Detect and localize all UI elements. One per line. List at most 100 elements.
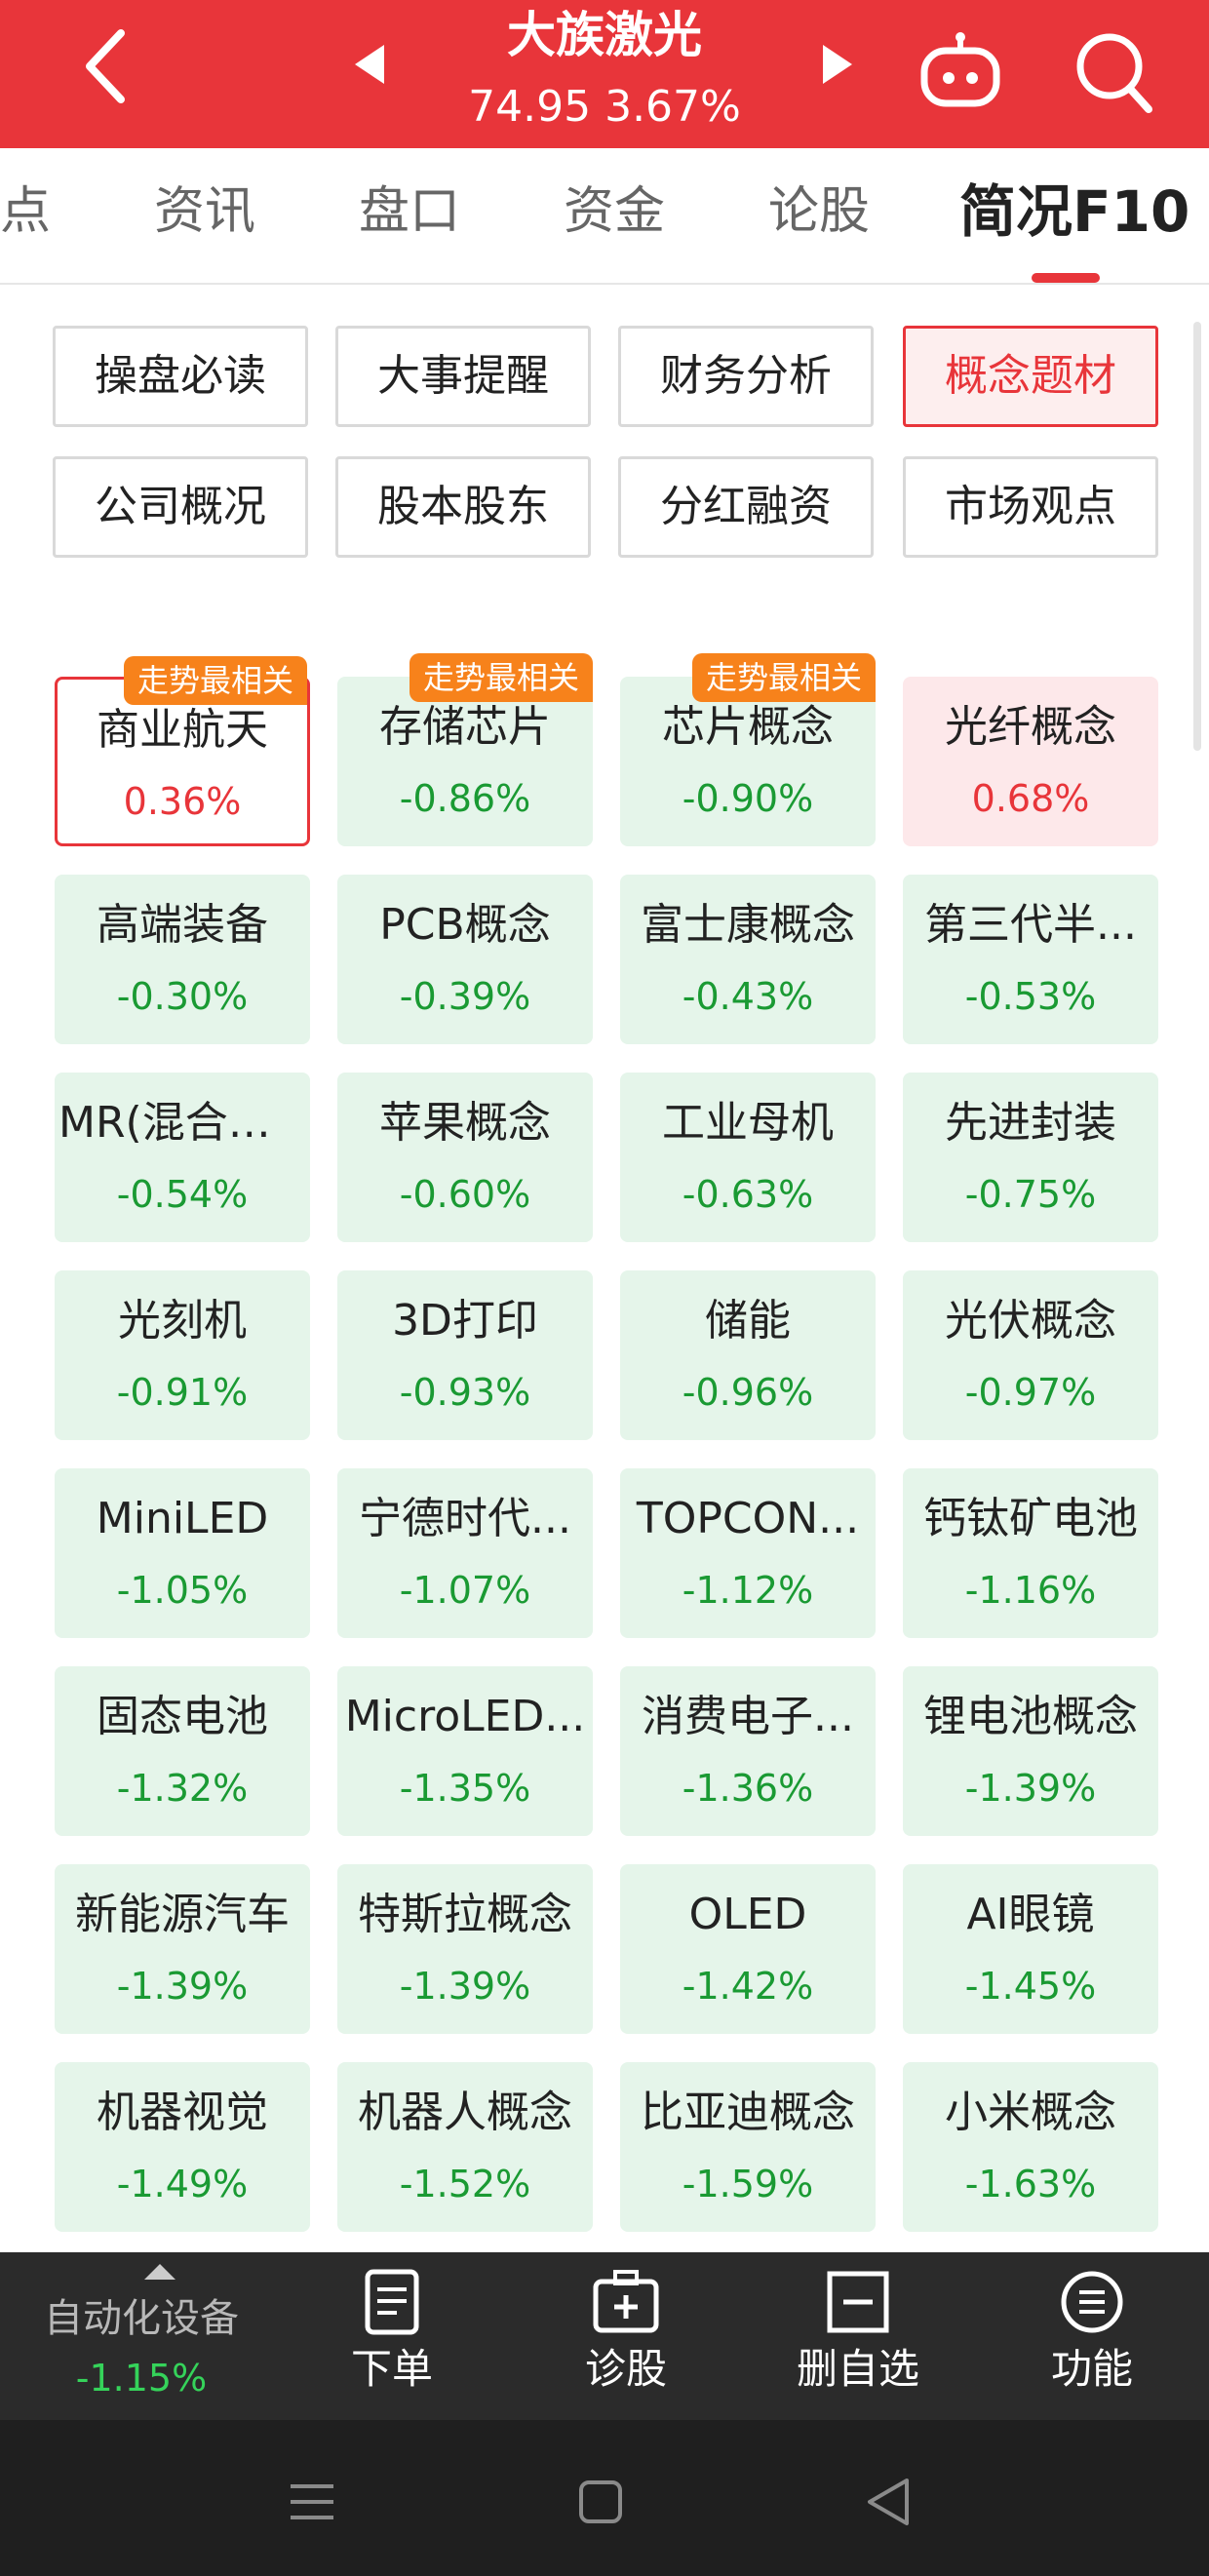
- concept-name: 光伏概念: [945, 1296, 1116, 1346]
- concept-change-pct: -1.07%: [399, 1569, 531, 1612]
- concept-card[interactable]: 苹果概念 -0.60%: [337, 1073, 593, 1242]
- tab-discussion[interactable]: 论股: [768, 182, 871, 241]
- concept-change-pct: -0.54%: [116, 1173, 249, 1216]
- concept-card[interactable]: 走势最相关 芯片概念 -0.90%: [620, 653, 876, 846]
- concept-change-pct: -0.96%: [682, 1371, 814, 1414]
- triangle-right-icon[interactable]: [821, 43, 854, 86]
- concept-card[interactable]: 第三代半... -0.53%: [903, 875, 1158, 1044]
- menu-circle-icon: [1061, 2271, 1123, 2333]
- minus-box-icon: [827, 2271, 889, 2333]
- concept-name: 锂电池概念: [923, 1692, 1138, 1741]
- concept-name: AI眼镜: [966, 1890, 1095, 1939]
- tab-f10-overview[interactable]: 简况F10: [959, 178, 1190, 245]
- concept-card[interactable]: 高端装备 -0.30%: [55, 875, 310, 1044]
- concept-change-pct: -1.36%: [682, 1767, 814, 1810]
- sub-tab-financial-analysis[interactable]: 财务分析: [618, 326, 874, 427]
- concept-change-pct: -0.93%: [399, 1371, 531, 1414]
- tab-hot-points[interactable]: 点: [0, 182, 52, 241]
- concept-card[interactable]: 光纤概念 0.68%: [903, 677, 1158, 846]
- tab-order-book[interactable]: 盘口: [359, 182, 461, 241]
- sub-tab-trading-must-read[interactable]: 操盘必读: [53, 326, 308, 427]
- stock-header: 大族激光 74.95 3.67%: [0, 0, 1209, 148]
- recent-apps-icon[interactable]: [283, 2473, 341, 2531]
- concept-card[interactable]: 3D打印 -0.93%: [337, 1270, 593, 1440]
- concept-card[interactable]: 工业母机 -0.63%: [620, 1073, 876, 1242]
- concept-name: PCB概念: [379, 900, 551, 950]
- back-triangle-icon[interactable]: [860, 2473, 918, 2531]
- concept-card[interactable]: MicroLED... -1.35%: [337, 1666, 593, 1836]
- concept-name: MicroLED...: [344, 1692, 586, 1741]
- concept-change-pct: -0.90%: [682, 777, 814, 820]
- sub-tab-concepts[interactable]: 概念题材: [903, 326, 1158, 427]
- functions-label: 功能: [1050, 2345, 1133, 2393]
- concept-change-pct: -1.16%: [964, 1569, 1097, 1612]
- concept-card[interactable]: 机器视觉 -1.49%: [55, 2062, 310, 2232]
- concept-card[interactable]: 新能源汽车 -1.39%: [55, 1864, 310, 2034]
- correlation-badge: 走势最相关: [691, 653, 876, 702]
- tab-capital[interactable]: 资金: [564, 182, 666, 241]
- concept-change-pct: -1.12%: [682, 1569, 814, 1612]
- concept-card[interactable]: 先进封装 -0.75%: [903, 1073, 1158, 1242]
- concept-card[interactable]: MR(混合现... -0.54%: [55, 1073, 310, 1242]
- concept-card[interactable]: TOPCON... -1.12%: [620, 1468, 876, 1638]
- concept-card[interactable]: 机器人概念 -1.52%: [337, 2062, 593, 2232]
- concept-name: 先进封装: [945, 1098, 1116, 1148]
- concept-card[interactable]: 富士康概念 -0.43%: [620, 875, 876, 1044]
- concept-card[interactable]: 比亚迪概念 -1.59%: [620, 2062, 876, 2232]
- concept-name: 机器人概念: [358, 2088, 572, 2137]
- concept-name: 特斯拉概念: [358, 1890, 572, 1939]
- concept-card[interactable]: 储能 -0.96%: [620, 1270, 876, 1440]
- concept-name: 工业母机: [662, 1098, 834, 1148]
- triangle-left-icon[interactable]: [353, 43, 386, 86]
- concept-card[interactable]: OLED -1.42%: [620, 1864, 876, 2034]
- concept-card[interactable]: AI眼镜 -1.45%: [903, 1864, 1158, 2034]
- concept-card[interactable]: 钙钛矿电池 -1.16%: [903, 1468, 1158, 1638]
- concept-card[interactable]: 光伏概念 -0.97%: [903, 1270, 1158, 1440]
- concept-change-pct: -1.52%: [399, 2163, 531, 2205]
- sub-tab-shareholders[interactable]: 股本股东: [335, 456, 591, 558]
- concept-name: 苹果概念: [379, 1098, 551, 1148]
- concept-card[interactable]: PCB概念 -0.39%: [337, 875, 593, 1044]
- concept-change-pct: 0.68%: [971, 777, 1090, 820]
- chevron-left-icon[interactable]: [78, 27, 136, 105]
- concept-change-pct: -0.60%: [399, 1173, 531, 1216]
- search-icon[interactable]: [1072, 27, 1154, 115]
- tab-bar: 点 资讯 盘口 资金 论股 简况F10: [0, 148, 1209, 285]
- concept-card[interactable]: MiniLED -1.05%: [55, 1468, 310, 1638]
- tab-news[interactable]: 资讯: [154, 182, 256, 241]
- concept-card[interactable]: 光刻机 -0.91%: [55, 1270, 310, 1440]
- concept-card[interactable]: 特斯拉概念 -1.39%: [337, 1864, 593, 2034]
- home-icon[interactable]: [571, 2473, 630, 2531]
- sector-index-name: 自动化设备: [44, 2296, 239, 2341]
- functions-button[interactable]: 功能: [994, 2268, 1190, 2414]
- concept-name: MiniLED: [96, 1494, 269, 1543]
- concept-change-pct: -0.63%: [682, 1173, 814, 1216]
- document-icon: [365, 2269, 419, 2335]
- sector-index[interactable]: 自动化设备 -1.15%: [20, 2252, 263, 2420]
- concept-change-pct: -0.97%: [964, 1371, 1097, 1414]
- concept-card[interactable]: 消费电子... -1.36%: [620, 1666, 876, 1836]
- concept-change-pct: -1.32%: [116, 1767, 249, 1810]
- active-tab-indicator: [1032, 273, 1100, 283]
- concept-change-pct: -1.49%: [116, 2163, 249, 2205]
- scrollbar[interactable]: [1193, 322, 1201, 751]
- concept-change-pct: -1.39%: [399, 1965, 531, 2008]
- concept-card[interactable]: 走势最相关 商业航天 0.36%: [55, 656, 310, 846]
- concept-card[interactable]: 固态电池 -1.32%: [55, 1666, 310, 1836]
- concept-card[interactable]: 走势最相关 存储芯片 -0.86%: [337, 653, 593, 846]
- concept-name: 钙钛矿电池: [923, 1494, 1138, 1543]
- concept-name: 芯片概念: [662, 702, 834, 752]
- robot-icon[interactable]: [916, 29, 1004, 117]
- concept-card[interactable]: 锂电池概念 -1.39%: [903, 1666, 1158, 1836]
- order-button[interactable]: 下单: [294, 2268, 489, 2414]
- diagnose-button[interactable]: 诊股: [528, 2268, 723, 2414]
- concept-card[interactable]: 小米概念 -1.63%: [903, 2062, 1158, 2232]
- concept-card[interactable]: 宁德时代... -1.07%: [337, 1468, 593, 1638]
- sub-tab-dividends[interactable]: 分红融资: [618, 456, 874, 558]
- sub-tab-company-profile[interactable]: 公司概况: [53, 456, 308, 558]
- sector-index-pct: -1.15%: [75, 2357, 208, 2400]
- sub-tab-events[interactable]: 大事提醒: [335, 326, 591, 427]
- concept-name: 富士康概念: [641, 900, 855, 950]
- remove-watchlist-button[interactable]: 删自选: [760, 2268, 956, 2414]
- sub-tab-market-views[interactable]: 市场观点: [903, 456, 1158, 558]
